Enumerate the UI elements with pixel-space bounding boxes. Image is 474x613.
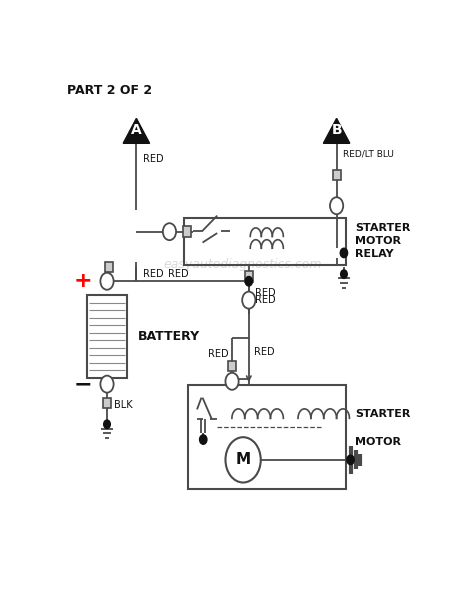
Text: RED: RED — [208, 349, 229, 359]
Text: RED: RED — [168, 268, 188, 279]
Text: RELAY: RELAY — [355, 249, 393, 259]
Text: M: M — [236, 452, 251, 467]
Bar — [188, 385, 346, 489]
Polygon shape — [123, 118, 150, 143]
Text: RED: RED — [255, 287, 276, 297]
Bar — [228, 361, 236, 371]
Text: BATTERY: BATTERY — [138, 330, 201, 343]
Circle shape — [242, 292, 255, 308]
Text: RED: RED — [143, 269, 164, 279]
Text: RED: RED — [143, 153, 164, 164]
Text: PART 2 OF 2: PART 2 OF 2 — [66, 83, 152, 97]
Text: +: + — [74, 271, 92, 291]
Text: STARTER: STARTER — [355, 409, 410, 419]
Circle shape — [200, 435, 207, 444]
Circle shape — [104, 420, 110, 428]
Circle shape — [330, 197, 343, 214]
Text: −: − — [74, 374, 92, 394]
Text: easyautodiagnostics.com: easyautodiagnostics.com — [164, 258, 322, 271]
Bar — [87, 295, 127, 378]
Text: RED: RED — [255, 295, 276, 305]
Polygon shape — [323, 118, 350, 143]
Text: A: A — [131, 123, 142, 137]
Circle shape — [100, 376, 114, 393]
Bar — [245, 272, 253, 282]
Circle shape — [341, 270, 347, 278]
Bar — [105, 262, 113, 272]
Circle shape — [226, 373, 239, 390]
Text: RED/LT BLU: RED/LT BLU — [343, 150, 394, 158]
Circle shape — [245, 276, 253, 286]
Bar — [184, 218, 346, 265]
Text: MOTOR: MOTOR — [355, 236, 401, 246]
Text: MOTOR: MOTOR — [355, 437, 401, 447]
Circle shape — [340, 248, 347, 257]
Circle shape — [347, 455, 354, 465]
Circle shape — [100, 273, 114, 290]
Bar — [333, 170, 341, 180]
Bar — [183, 226, 191, 237]
Text: B: B — [331, 123, 342, 137]
Bar — [103, 398, 111, 408]
Circle shape — [163, 223, 176, 240]
Text: RED: RED — [255, 347, 275, 357]
Text: STARTER: STARTER — [355, 223, 410, 233]
Text: BLK: BLK — [114, 400, 132, 410]
Circle shape — [226, 437, 261, 482]
